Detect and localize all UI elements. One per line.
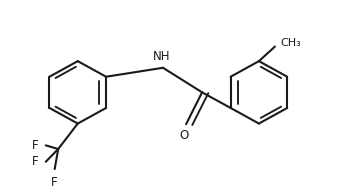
Text: F: F <box>32 155 39 168</box>
Text: O: O <box>180 129 189 142</box>
Text: F: F <box>32 139 39 152</box>
Text: NH: NH <box>153 50 170 63</box>
Text: CH₃: CH₃ <box>280 38 301 48</box>
Text: F: F <box>51 176 58 189</box>
